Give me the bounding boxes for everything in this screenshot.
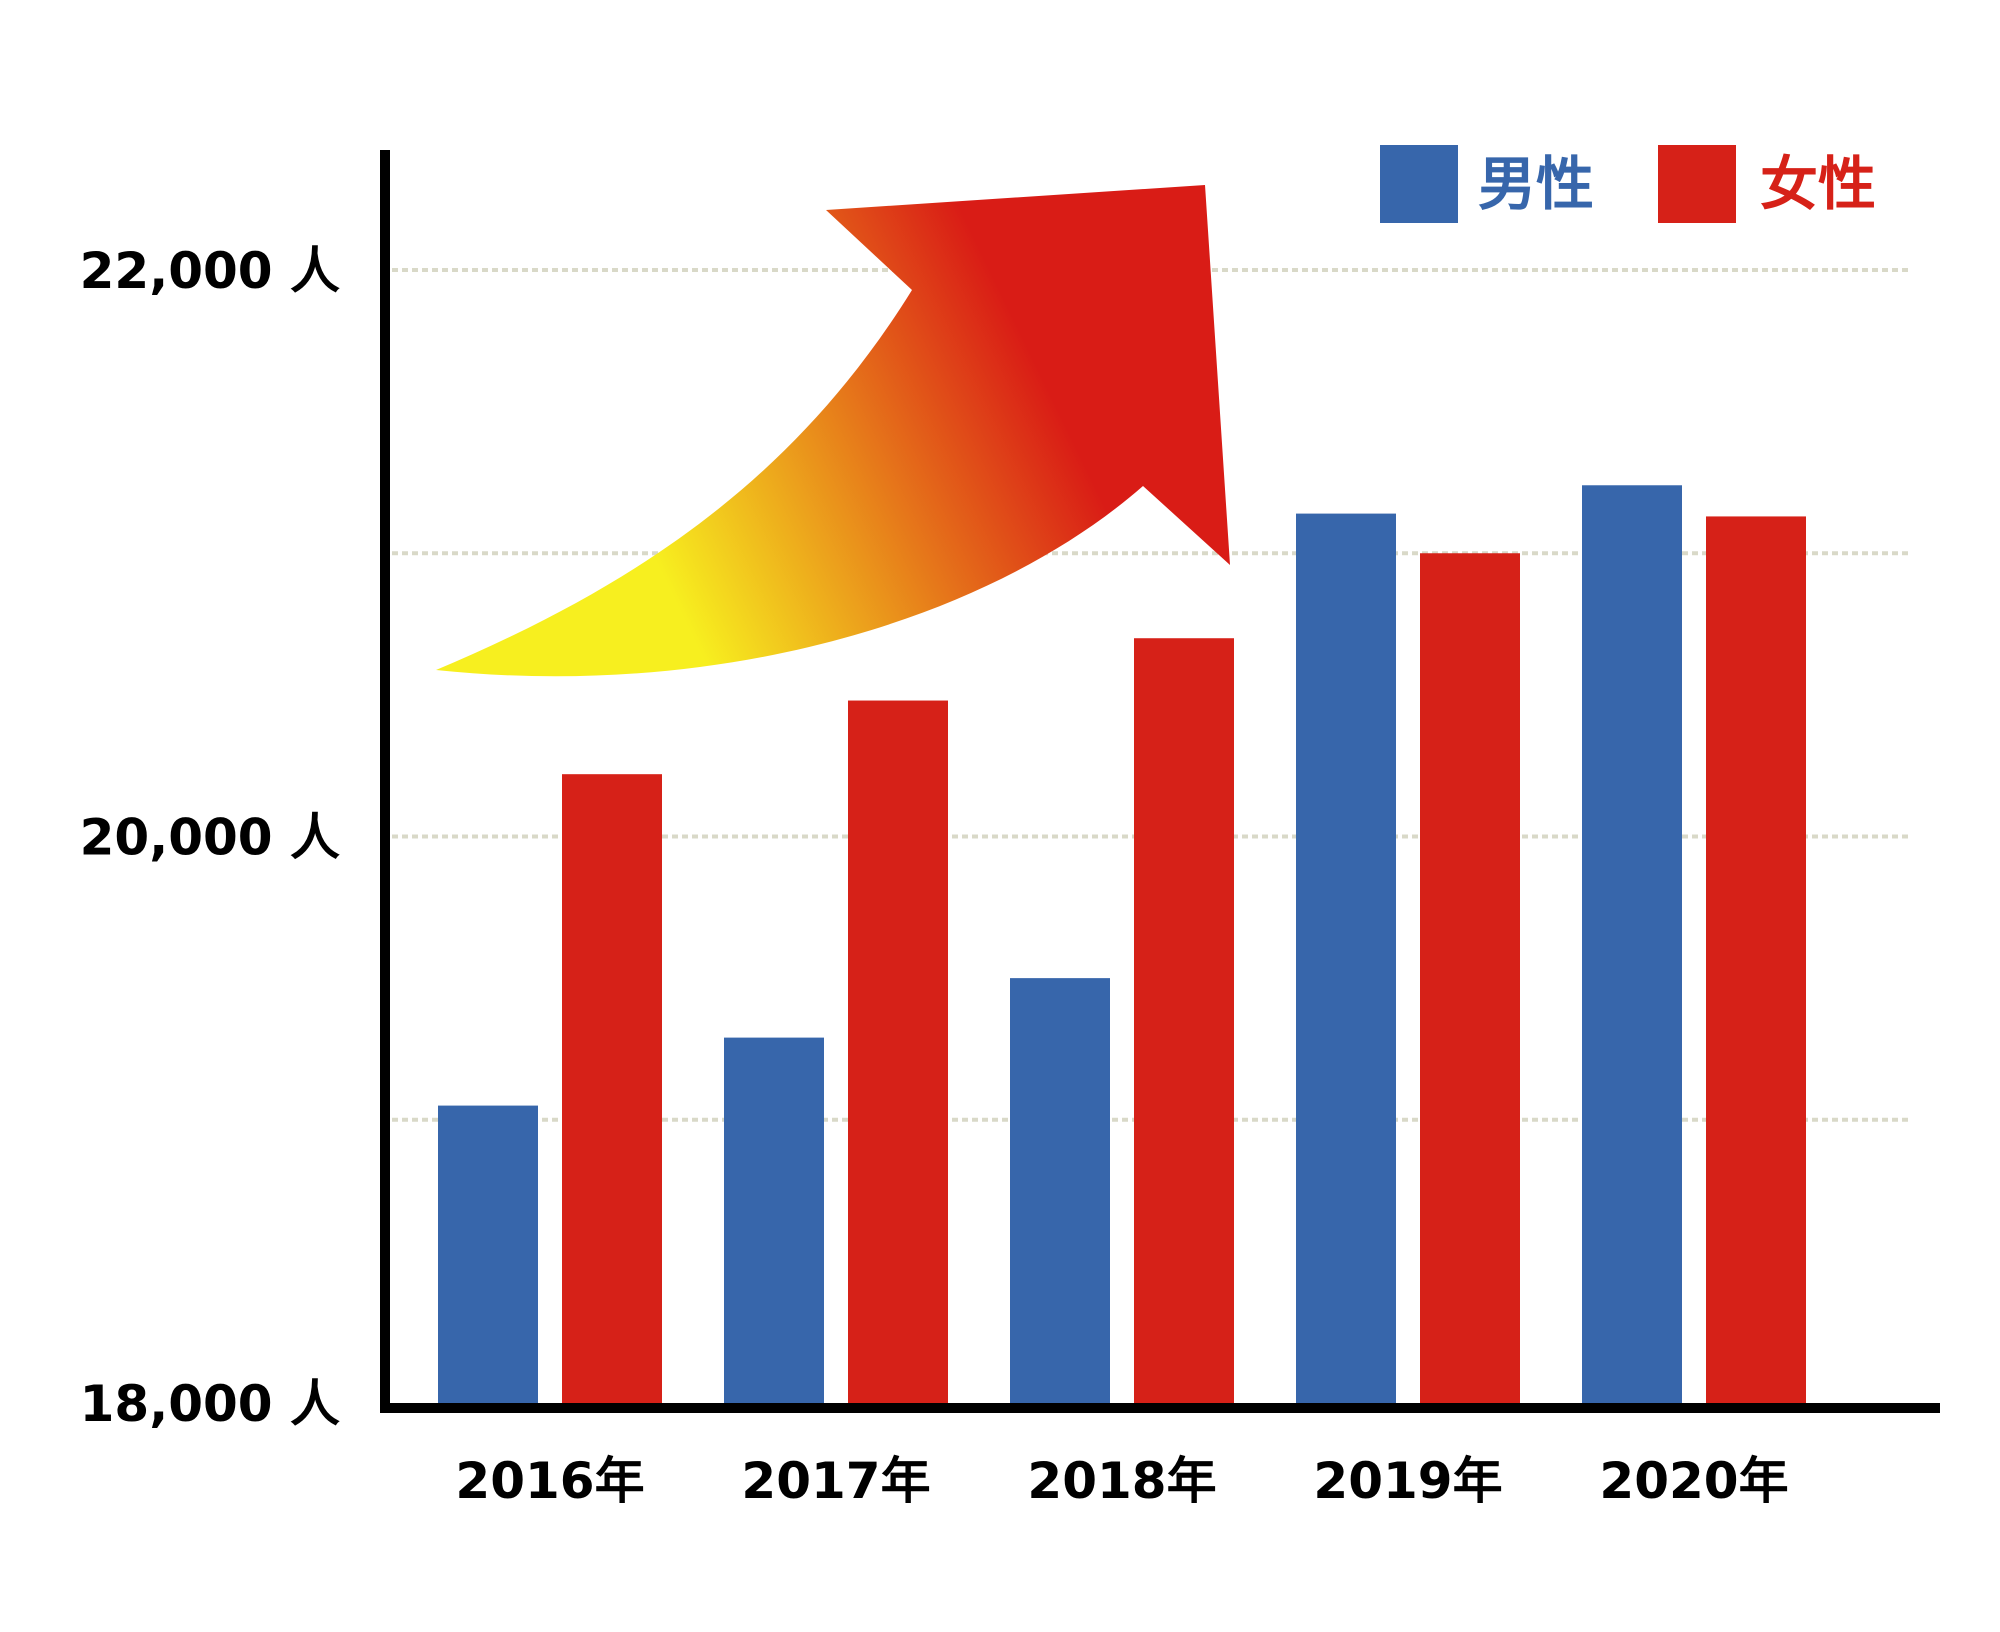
bar-male-5 [1582, 485, 1682, 1403]
x-tick-label: 2019年 [1313, 1452, 1502, 1510]
x-tick-label: 2020年 [1599, 1452, 1788, 1510]
legend-label-male: 男性 [1478, 150, 1594, 218]
y-tick-labels: 18,000 人 20,000 人 22,000 人 [80, 242, 340, 1433]
x-tick-label: 2017年 [741, 1452, 930, 1510]
legend-swatch-female [1658, 145, 1736, 223]
x-tick-label: 2016年 [455, 1452, 644, 1510]
x-tick-labels: 2016年 2017年 2018年 2019年 2020年 [455, 1452, 1788, 1510]
y-tick-label: 22,000 人 [80, 242, 340, 300]
bar-female-4 [1420, 553, 1520, 1403]
legend-label-female: 女性 [1760, 150, 1876, 218]
bar-male-1 [438, 1105, 538, 1403]
upward-arrow-decoration [436, 185, 1230, 677]
bar-male-3 [1010, 978, 1110, 1403]
axes [380, 150, 1940, 1413]
bar-female-3 [1134, 638, 1234, 1403]
bar-female-2 [848, 700, 948, 1403]
y-tick-label: 20,000 人 [80, 809, 340, 867]
bar-male-4 [1296, 513, 1396, 1403]
legend: 男性 女性 [1380, 145, 1876, 223]
y-tick-label: 18,000 人 [80, 1375, 340, 1433]
x-tick-label: 2018年 [1027, 1452, 1216, 1510]
legend-swatch-male [1380, 145, 1458, 223]
bar-female-1 [562, 774, 662, 1403]
bars [438, 485, 1806, 1403]
bar-female-5 [1706, 516, 1806, 1403]
bar-male-2 [724, 1037, 824, 1403]
